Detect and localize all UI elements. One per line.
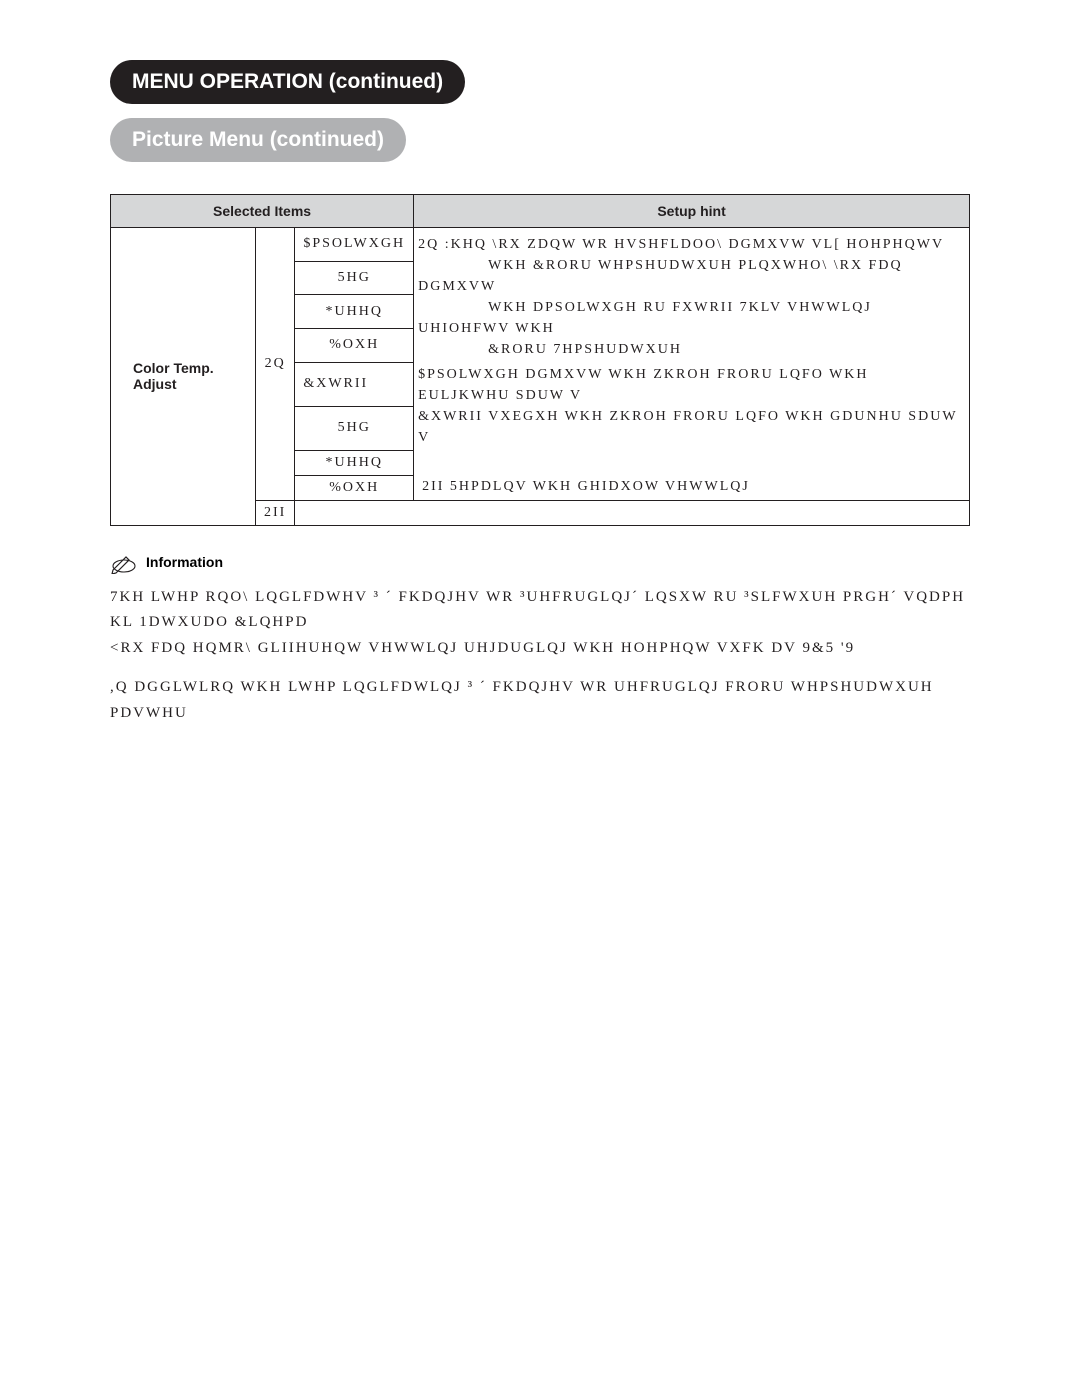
param-cut-red: 5HG: [295, 406, 414, 450]
param-cut-green: *UHHQ: [295, 450, 414, 475]
param-amp-green: *UHHQ: [295, 295, 414, 329]
information-section: Information 7KH LWHP RQO\ LQGLFDWHV ³ ´ …: [110, 554, 970, 727]
hint-l2: WKH &RORU WHPSHUDWXUH PLQXWHO\ \RX FDQ D…: [418, 258, 902, 294]
hint-block-top: 2Q :KHQ \RX ZDQW WR HVSHFLDOO\ DGMXVW VL…: [414, 228, 970, 363]
section-heading-black: MENU OPERATION (continued): [110, 60, 465, 104]
item-color-temp-adjust: Color Temp. Adjust: [111, 228, 256, 526]
param-amp-red: 5HG: [295, 261, 414, 295]
hint-l4: &RORU 7HPSHUDWXUH: [418, 342, 682, 357]
pencil-icon: [110, 552, 138, 579]
info-p3: ,Q DGGLWLRQ WKH LWHP LQGLFDWLQJ ³ ´ FKDQ…: [110, 675, 970, 726]
param-amplitude: $PSOLWXGH: [295, 228, 414, 262]
param-cutoff: &XWRII: [295, 362, 414, 406]
hint-l5: $PSOLWXGH DGMXVW WKH ZKROH FRORU LQFO WK…: [418, 367, 868, 403]
hint-l3: WKH DPSOLWXGH RU FXWRII 7KLV VHWWLQJ UHI…: [418, 300, 872, 336]
col-header-selected: Selected Items: [111, 195, 414, 228]
section-heading-gray: Picture Menu (continued): [110, 118, 406, 162]
col-header-hint: Setup hint: [414, 195, 970, 228]
info-p2: <RX FDQ HQMR\ GLIIHUHQW VHWWLQJ UHJDUGLQ…: [110, 636, 970, 662]
state-off: 2II: [256, 500, 295, 525]
param-amp-blue: %OXH: [295, 328, 414, 362]
hint-l7: 2II 5HPDLQV WKH GHIDXOW VHWWLQJ: [414, 475, 970, 500]
hint-block-mid: $PSOLWXGH DGMXVW WKH ZKROH FRORU LQFO WK…: [414, 362, 970, 450]
hint-l1: 2Q :KHQ \RX ZDQW WR HVSHFLDOO\ DGMXVW VL…: [418, 237, 944, 252]
param-cut-blue: %OXH: [295, 475, 414, 500]
information-body: 7KH LWHP RQO\ LQGLFDWHV ³ ´ FKDQJHV WR ³…: [110, 585, 970, 727]
hint-l6: &XWRII VXEGXH WKH ZKROH FRORU LQFO WKH G…: [418, 409, 957, 445]
information-label: Information: [146, 554, 223, 570]
info-p1: 7KH LWHP RQO\ LQGLFDWHV ³ ´ FKDQJHV WR ³…: [110, 585, 970, 636]
state-on: 2Q: [256, 228, 295, 501]
picture-menu-table: Selected Items Setup hint Color Temp. Ad…: [110, 194, 970, 526]
